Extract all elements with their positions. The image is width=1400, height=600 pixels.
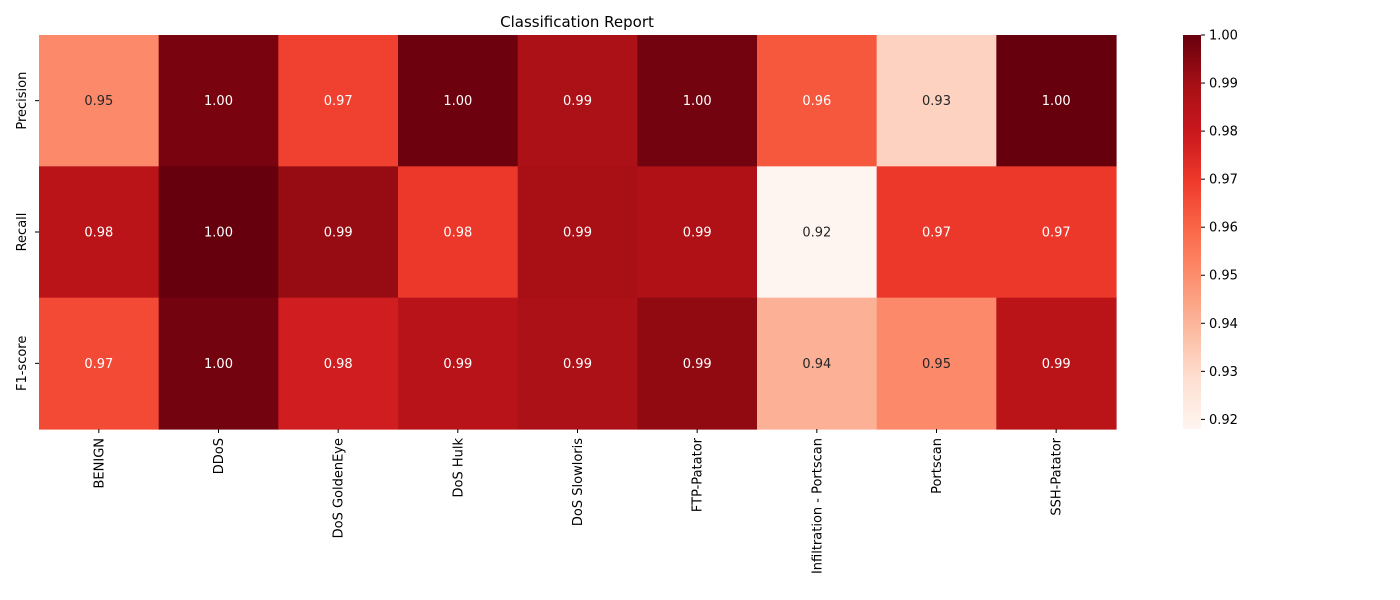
x-tick-label: Infiltration - Portscan [810,438,825,574]
cell-value-label: 0.99 [683,226,712,241]
cell-value-label: 0.99 [563,94,592,109]
cell-value-label: 0.97 [922,226,951,241]
cell-value-label: 0.95 [922,357,951,372]
y-tick-label: Precision [15,72,30,130]
heatmap-cell [637,35,758,167]
colorbar-gradient [1183,35,1201,429]
heatmap-cell [876,297,997,430]
cell-value-label: 0.99 [683,357,712,372]
heatmap-cell [158,297,279,430]
heatmap-cell [158,35,279,167]
heatmap-cell [637,166,758,299]
cell-value-label: 1.00 [204,226,233,241]
cell-value-label: 0.99 [443,357,472,372]
colorbar-tick-label: 0.92 [1209,413,1238,428]
x-tick-label: DoS GoldenEye [332,438,347,538]
heatmap-cell [517,297,638,430]
chart-title: Classification Report [500,13,654,31]
x-tick-label: Portscan [930,438,945,494]
heatmap-cell [876,35,997,167]
heatmap-cell [996,35,1117,167]
colorbar: 0.92 0.93 0.94 0.95 0.96 0.97 0.98 0.99 1.00 [1183,29,1238,429]
x-tick-label: DDoS [212,438,227,474]
cell-value-label: 1.00 [683,94,712,109]
heatmap-cells: 0.95 1.00 0.97 1.00 0.99 1.00 0.96 0.93 1.00 0.98… [39,35,1117,430]
heatmap-cell [876,166,997,299]
heatmap-cell [39,297,160,430]
cell-value-label: 0.97 [1042,226,1071,241]
colorbar-tick-label: 0.95 [1209,269,1238,284]
cell-value-label: 0.95 [84,94,113,109]
cell-value-label: 0.98 [443,226,472,241]
cell-value-label: 1.00 [204,94,233,109]
cell-value-label: 0.96 [802,94,831,109]
heatmap-cell [517,166,638,299]
x-axis: BENIGN DDoS DoS GoldenEye DoS Hulk DoS Slowl… [92,429,1065,574]
heatmap-cell [39,35,160,167]
heatmap-cell [278,166,399,299]
colorbar-tick-label: 0.99 [1209,77,1238,92]
cell-value-label: 0.93 [922,94,951,109]
y-axis: Precision Recall F1-score [15,72,39,391]
x-tick-label: FTP-Patator [691,437,706,512]
heatmap-cell [278,35,399,167]
cell-value-label: 0.97 [324,94,353,109]
heatmap-cell [398,166,519,299]
heatmap-cell [757,35,878,167]
x-tick-label: DoS Slowloris [571,438,586,526]
cell-value-label: 1.00 [204,357,233,372]
cell-value-label: 0.97 [84,357,113,372]
heatmap-cell [517,35,638,167]
cell-value-label: 1.00 [1042,94,1071,109]
heatmap-cell [278,297,399,430]
x-tick-label: DoS Hulk [451,438,466,498]
cell-value-label: 0.92 [802,226,831,241]
heatmap-cell [996,297,1117,430]
colorbar-tick-label: 0.97 [1209,173,1238,188]
x-tick-label: BENIGN [92,438,107,489]
heatmap-cell [757,297,878,430]
x-tick-label: SSH-Patator [1050,437,1065,515]
y-tick-label: Recall [15,213,30,252]
cell-value-label: 0.99 [324,226,353,241]
cell-value-label: 0.99 [563,357,592,372]
cell-value-label: 0.94 [802,357,831,372]
heatmap-cell [637,297,758,430]
colorbar-tick-label: 0.94 [1209,317,1238,332]
colorbar-tick-label: 0.98 [1209,125,1238,140]
heatmap-cell [398,35,519,167]
colorbar-tick-label: 0.96 [1209,221,1238,236]
heatmap-cell [757,166,878,299]
cell-value-label: 0.98 [84,226,113,241]
heatmap-cell [398,297,519,430]
cell-value-label: 0.99 [563,226,592,241]
colorbar-tick-label: 0.93 [1209,365,1238,380]
cell-value-label: 1.00 [443,94,472,109]
heatmap-cell [39,166,160,299]
heatmap-cell [996,166,1117,299]
colorbar-tick-label: 1.00 [1209,29,1238,44]
y-tick-label: F1-score [15,336,30,391]
cell-value-label: 0.99 [1042,357,1071,372]
cell-value-label: 0.98 [324,357,353,372]
heatmap-cell [158,166,279,299]
